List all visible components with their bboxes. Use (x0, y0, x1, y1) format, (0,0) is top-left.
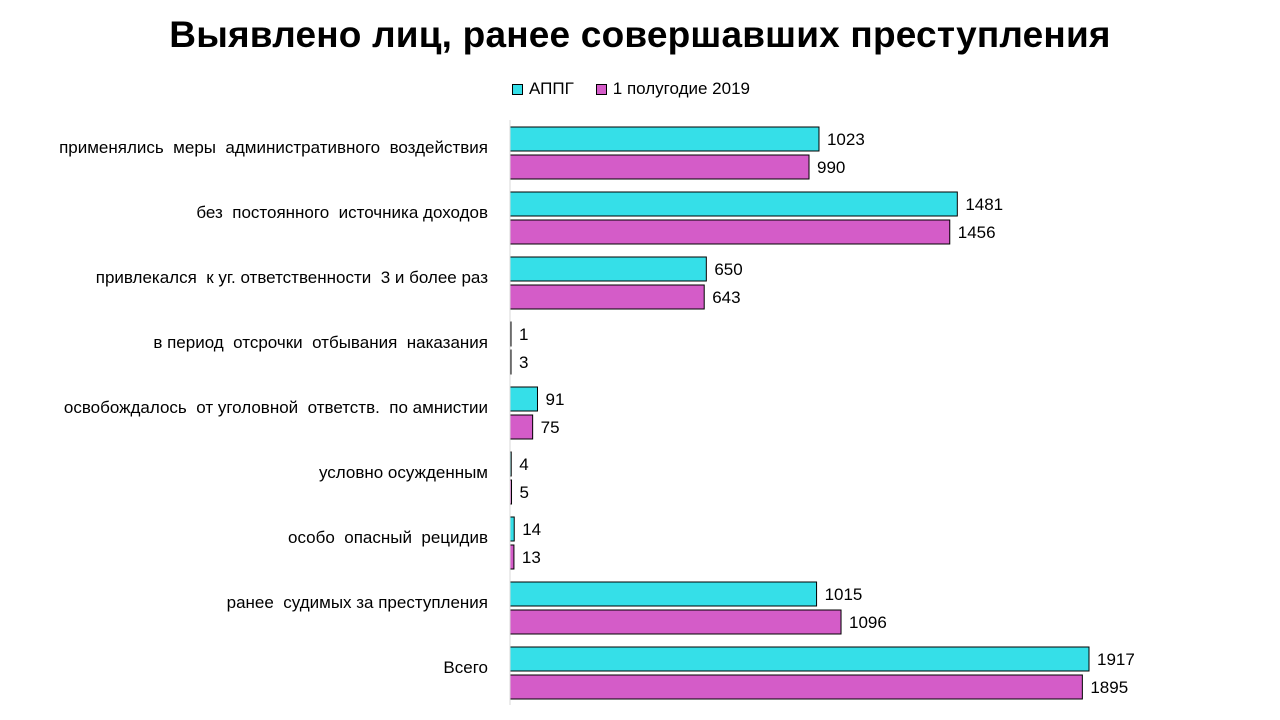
legend-swatch-appg (512, 83, 523, 95)
bar-appg (509, 516, 515, 542)
category-label: без постоянного источника доходов (196, 203, 488, 222)
legend-label-h1-2019: 1 полугодие 2019 (612, 79, 751, 98)
value-label: 990 (817, 158, 845, 177)
bar-h1-2019 (509, 154, 810, 180)
value-label: 650 (714, 260, 742, 279)
category-label: применялись меры административного возде… (59, 138, 488, 157)
value-label: 1481 (965, 195, 1003, 214)
bar-h1-2019 (509, 609, 842, 635)
category-label: ранее судимых за преступления (227, 593, 488, 612)
value-label: 1917 (1097, 650, 1135, 669)
category-label: Всего (443, 658, 488, 677)
value-label: 5 (520, 483, 529, 502)
value-label: 1895 (1090, 678, 1128, 697)
bar-appg (509, 581, 818, 607)
value-label: 1456 (958, 223, 996, 242)
bar-h1-2019 (509, 544, 515, 570)
bar-appg (509, 191, 958, 217)
category-label: особо опасный рецидив (288, 528, 488, 547)
bar-h1-2019 (509, 219, 951, 245)
bar-h1-2019 (509, 674, 1083, 700)
value-label: 14 (522, 520, 541, 539)
bar-appg (509, 386, 538, 412)
value-label: 1023 (827, 130, 865, 149)
bar-h1-2019 (509, 414, 534, 440)
bar-appg (509, 126, 820, 152)
legend-item-appg: АППГ (512, 79, 574, 99)
bar-appg (509, 256, 707, 282)
legend-swatch-h1-2019 (595, 83, 607, 95)
category-label: освобождалось от уголовной ответств. по … (64, 398, 488, 417)
bar-appg (509, 646, 1090, 672)
legend-item-h1-2019: 1 полугодие 2019 (595, 79, 751, 99)
category-label: привлекался к уг. ответственности 3 и бо… (96, 268, 488, 287)
bar-h1-2019 (509, 284, 705, 310)
value-label: 4 (519, 455, 528, 474)
value-label: 91 (545, 390, 564, 409)
value-label: 1 (519, 325, 528, 344)
value-label: 1096 (849, 613, 887, 632)
category-label: в период отсрочки отбывания наказания (153, 333, 488, 352)
value-label: 3 (519, 353, 528, 372)
legend-label-appg: АППГ (529, 79, 574, 98)
value-label: 13 (522, 548, 541, 567)
value-label: 1015 (825, 585, 863, 604)
value-label: 643 (712, 288, 740, 307)
category-label: условно осужденным (319, 463, 488, 482)
chart-legend: АППГ 1 полугодие 2019 (512, 78, 772, 100)
chart-title: Выявлено лиц, ранее совершавших преступл… (169, 14, 1111, 55)
value-label: 75 (541, 418, 560, 437)
